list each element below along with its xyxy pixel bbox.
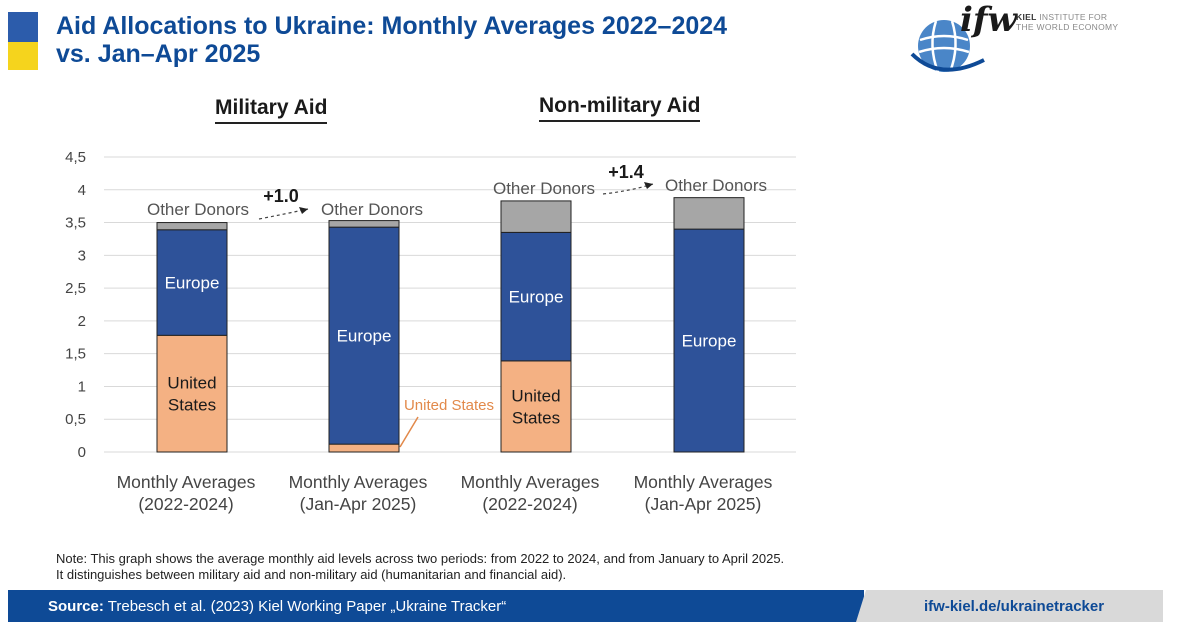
panel-title-non-military: Non-military Aid <box>539 94 701 122</box>
logo-subtitle: KIEL INSTITUTE FOR THE WORLD ECONOMY <box>1016 12 1118 32</box>
bar-segment-united-states <box>500 360 572 453</box>
globe-icon <box>910 20 985 73</box>
note-line-1: Note: This graph shows the average month… <box>56 551 785 566</box>
logo-kiel: KIEL <box>1016 12 1037 22</box>
bar-segment-united-states <box>156 334 228 453</box>
change-arrow <box>602 183 654 195</box>
x-category-label: Monthly Averages <box>117 472 256 492</box>
bar-segment-other-donors <box>328 220 400 228</box>
footer-source-bar <box>8 590 864 622</box>
segment-label: Europe <box>509 288 564 307</box>
y-tick-label: 0 <box>78 444 86 461</box>
footer-url-link[interactable]: ifw-kiel.de/ukrainetracker <box>924 598 1105 615</box>
y-tick-label: 4 <box>78 182 86 199</box>
segment-label: Europe <box>165 274 220 293</box>
chart-note: Note: This graph shows the average month… <box>56 551 784 583</box>
change-label: +1.0 <box>263 186 299 206</box>
segment-label: Europe <box>337 327 392 346</box>
bar-segment-other-donors <box>673 197 745 230</box>
chart-title: Aid Allocations to Ukraine: Monthly Aver… <box>56 12 727 68</box>
us-callout-label: United States <box>404 397 494 414</box>
title-line-2: vs. Jan–Apr 2025 <box>56 40 261 68</box>
x-category-label: (2022-2024) <box>482 494 577 514</box>
y-tick-label: 3,5 <box>65 215 86 232</box>
footer-url-bar <box>856 590 1163 622</box>
x-category-label: (Jan-Apr 2025) <box>645 494 762 514</box>
bar-segment-europe <box>673 228 745 453</box>
bar-segment-europe <box>156 229 228 336</box>
segment-label: States <box>512 408 560 427</box>
note-line-2: It distinguishes between military aid an… <box>56 567 567 582</box>
change-arrow <box>258 208 309 220</box>
stacked-bar-chart: 0 0,5 1 1,5 2 2,5 3 3,5 4 4,5 United States Europe Eu… <box>65 149 796 514</box>
x-category-label: Monthly Averages <box>289 472 428 492</box>
y-tick-label: 3 <box>78 247 86 264</box>
change-arrowhead <box>299 207 308 214</box>
panel-title-military: Military Aid <box>215 96 328 124</box>
y-tick-label: 2 <box>78 313 86 330</box>
y-tick-label: 0,5 <box>65 411 86 428</box>
logo-line2: THE WORLD ECONOMY <box>1016 22 1119 32</box>
y-tick-label: 2,5 <box>65 280 86 297</box>
source-text: Trebesch et al. (2023) Kiel Working Pape… <box>103 598 507 615</box>
footer-source: Source: Trebesch et al. (2023) Kiel Work… <box>48 598 506 615</box>
y-tick-label: 1,5 <box>65 346 86 363</box>
flag-yellow-stripe <box>8 42 38 70</box>
other-donors-label: Other Donors <box>493 179 595 198</box>
segment-label: United <box>167 374 216 393</box>
ifw-wordmark: ifw <box>960 0 1017 40</box>
x-category-label: Monthly Averages <box>634 472 773 492</box>
segment-label: United <box>511 386 560 405</box>
change-arrowhead <box>644 182 653 189</box>
change-label: +1.4 <box>608 162 644 182</box>
x-category-label: (Jan-Apr 2025) <box>300 494 417 514</box>
other-donors-label: Other Donors <box>665 176 767 195</box>
y-tick-label: 1 <box>78 378 86 395</box>
source-label: Source: <box>48 598 104 615</box>
segment-label: Europe <box>682 332 737 351</box>
us-callout-line <box>399 416 419 448</box>
x-category-label: Monthly Averages <box>461 472 600 492</box>
bar-segment-united-states <box>328 443 400 453</box>
title-line-1: Aid Allocations to Ukraine: Monthly Aver… <box>56 12 728 40</box>
y-tick-label: 4,5 <box>65 149 86 166</box>
logo-line1: INSTITUTE FOR <box>1036 12 1108 22</box>
other-donors-label: Other Donors <box>321 200 423 219</box>
bar-segment-other-donors <box>156 222 228 231</box>
bar-segment-europe <box>500 231 572 362</box>
ifw-logo: ifw KIEL INSTITUTE FOR THE WORLD ECONOMY <box>910 0 1160 76</box>
bar-segment-other-donors <box>500 200 572 233</box>
x-category-label: (2022-2024) <box>138 494 233 514</box>
segment-label: States <box>168 396 216 415</box>
other-donors-label: Other Donors <box>147 200 249 219</box>
flag-blue-stripe <box>8 12 38 42</box>
